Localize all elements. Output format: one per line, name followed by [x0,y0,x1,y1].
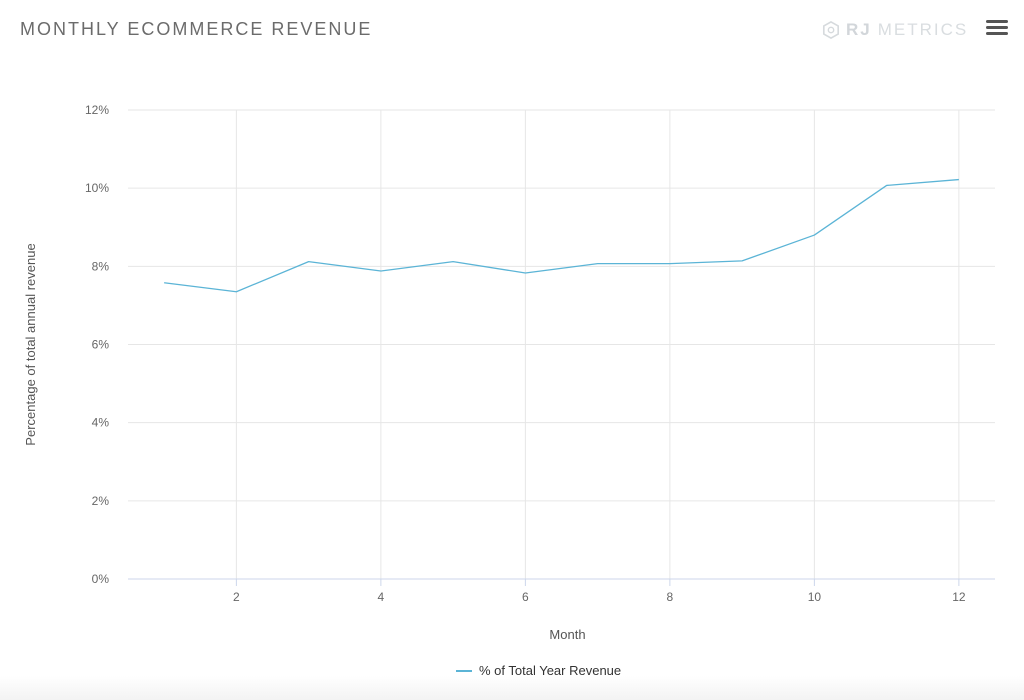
y-tick-label: 4% [92,416,110,430]
chart-title: MONTHLY ECOMMERCE REVENUE [20,19,373,39]
y-tick-label: 8% [92,259,110,273]
x-tick-label: 6 [522,590,529,604]
y-tick-label: 2% [92,494,110,508]
y-tick-label: 0% [92,572,110,586]
brand-metrics-text: METRICS [877,20,969,39]
y-tick-label: 12% [85,103,109,117]
x-axis-title: Month [549,627,585,642]
y-axis-title: Percentage of total annual revenue [23,243,38,445]
brand-rj-text: RJ [846,20,872,39]
x-tick-label: 8 [667,590,674,604]
x-tick-label: 4 [378,590,385,604]
x-tick-label: 10 [808,590,822,604]
hamburger-menu-icon[interactable] [986,20,1008,40]
series-line [164,178,959,293]
x-tick-label: 2 [233,590,240,604]
y-tick-label: 6% [92,338,110,352]
x-tick-label: 12 [952,590,966,604]
y-tick-label: 10% [85,181,109,195]
legend-label: % of Total Year Revenue [479,663,621,678]
rjmetrics-logo-icon [822,21,840,39]
brand-logo: RJ METRICS [822,20,968,40]
bottom-fade [0,676,1024,700]
